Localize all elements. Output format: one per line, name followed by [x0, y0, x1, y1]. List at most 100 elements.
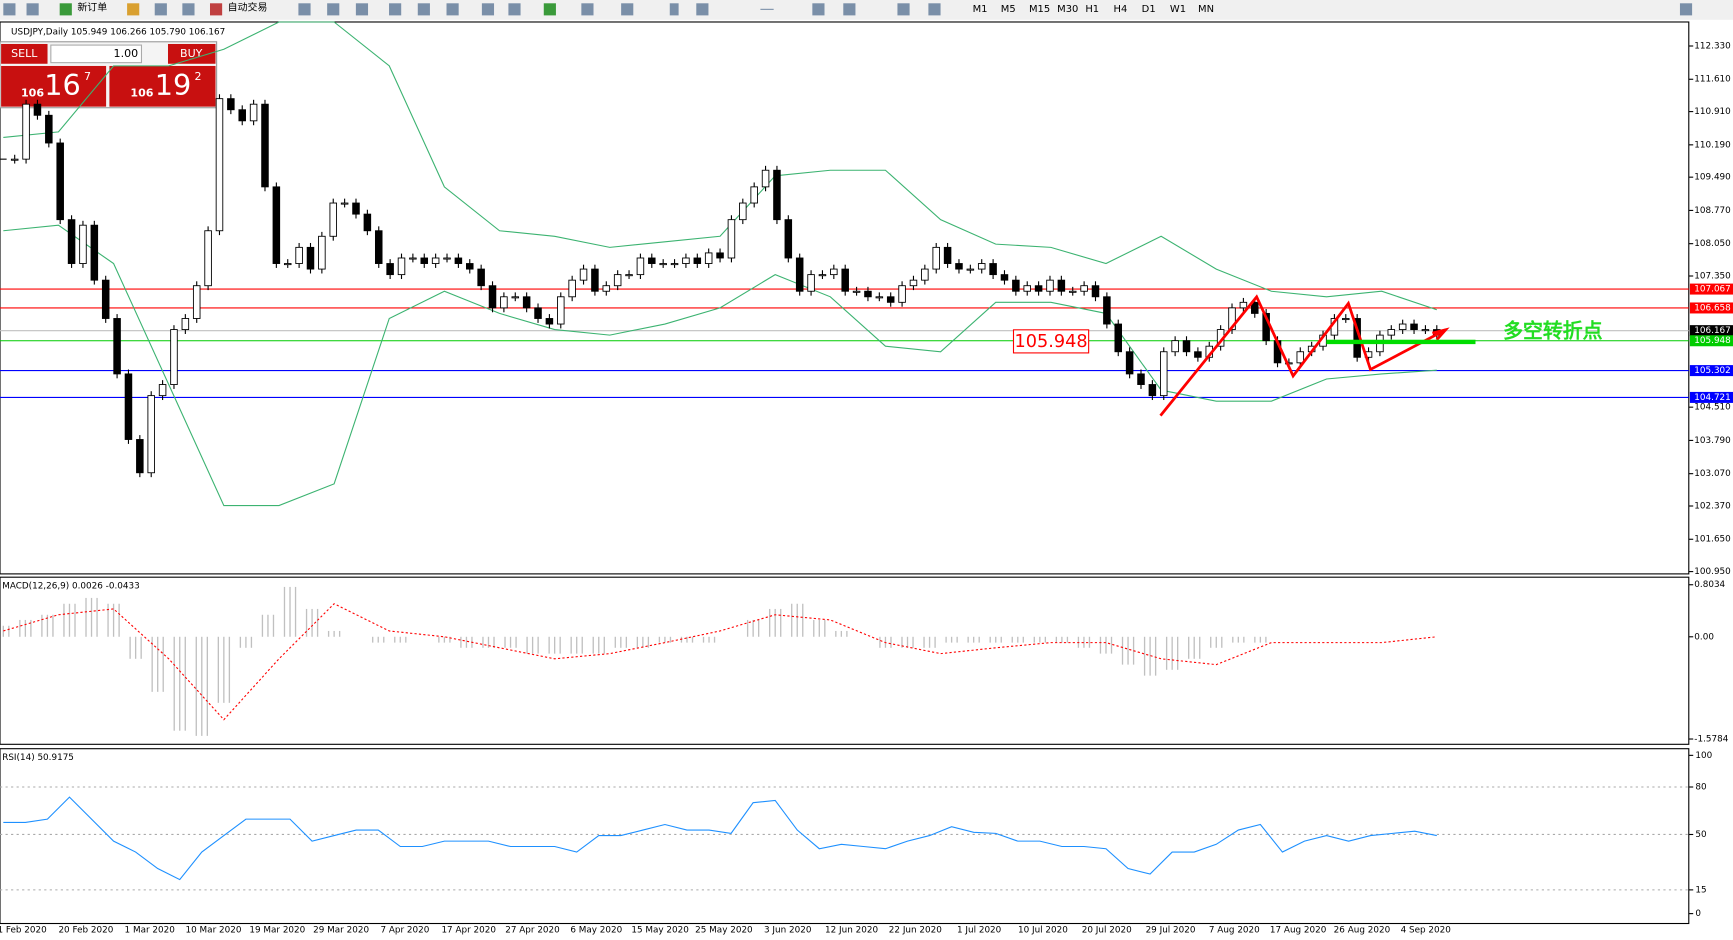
candle: [1034, 285, 1043, 292]
buy-price[interactable]: [109, 65, 216, 107]
y-tick-label: 0: [1695, 909, 1701, 919]
level-label-bg: [1689, 325, 1733, 337]
candle: [22, 103, 30, 160]
candle: [124, 373, 133, 440]
x-tick-label: 1 Mar 2020: [125, 926, 176, 936]
candle: [295, 246, 303, 264]
timeframe-button[interactable]: H4: [1114, 4, 1128, 15]
candle: [10, 158, 19, 161]
x-tick-label: 19 Mar 2020: [249, 926, 305, 936]
candle: [1103, 296, 1111, 325]
buy-pips: 19: [155, 68, 192, 102]
level-label: 106.658: [1694, 303, 1730, 313]
candle: [955, 263, 963, 270]
level-label: 105.948: [1694, 336, 1730, 346]
macd-pane: [0, 576, 1690, 745]
y-tick-label: 104.510: [1694, 403, 1731, 413]
candle: [1091, 285, 1100, 298]
y-tick-label: 100.950: [1694, 567, 1731, 577]
timeframe-button[interactable]: D1: [1142, 4, 1156, 15]
candle: [477, 268, 485, 287]
candle: [591, 268, 599, 292]
timeframe-button[interactable]: M15: [1029, 4, 1050, 15]
candle: [716, 252, 724, 259]
timeframe-button[interactable]: H1: [1085, 4, 1099, 15]
buy-text: BUY: [180, 47, 203, 60]
x-tick-label: 1 Feb 2020: [0, 926, 47, 936]
candle: [1000, 274, 1009, 281]
timeframe-button[interactable]: M5: [1001, 4, 1016, 15]
y-tick-label: 108.770: [1694, 206, 1731, 216]
candle: [158, 384, 167, 397]
candle: [613, 274, 622, 287]
candle: [818, 274, 827, 277]
candle: [682, 257, 690, 264]
level-label-bg: [1689, 365, 1733, 377]
candle: [238, 109, 246, 122]
rsi-label: RSI(14) 50.9175: [2, 753, 74, 763]
candle: [1239, 301, 1248, 309]
candle: [852, 290, 861, 293]
x-tick-label: 3 Jun 2020: [764, 926, 812, 936]
candle: [795, 257, 804, 292]
candle: [704, 252, 713, 264]
candle: [1387, 329, 1396, 336]
candle: [545, 318, 554, 325]
level-label-bg: [1689, 302, 1733, 314]
candle: [318, 235, 326, 270]
candle: [147, 395, 155, 474]
candle: [192, 285, 201, 319]
auto-trading[interactable]: 自动交易: [228, 1, 268, 14]
candle: [443, 257, 451, 260]
candle: [329, 202, 338, 237]
y-tick-label: 109.490: [1694, 173, 1731, 183]
new-order[interactable]: 新订单: [77, 1, 107, 14]
candle: [1421, 329, 1430, 332]
candle: [636, 257, 645, 276]
x-tick-label: 27 Apr 2020: [505, 926, 560, 936]
y-tick-label: 103.070: [1694, 469, 1731, 479]
candle: [1410, 323, 1418, 331]
candle: [841, 268, 849, 292]
candle: [420, 257, 429, 264]
candle: [659, 263, 667, 266]
chart-header: USDJPY,Daily 105.949 106.266 105.790 106…: [11, 27, 225, 37]
candle: [579, 268, 588, 281]
y-tick-label: 0.00: [1694, 632, 1714, 642]
candle: [306, 246, 315, 270]
x-tick-label: 20 Feb 2020: [58, 926, 113, 936]
timeframe-button[interactable]: M1: [973, 4, 988, 15]
timeframe-button[interactable]: M30: [1057, 4, 1078, 15]
level-label: 104.721: [1694, 393, 1730, 403]
candle: [79, 224, 87, 264]
candle: [454, 257, 463, 264]
candle: [977, 263, 986, 270]
buy-big: 106: [130, 86, 153, 99]
buy-frac: 2: [195, 70, 202, 83]
candle: [181, 318, 190, 331]
candle: [67, 219, 76, 264]
x-tick-label: 7 Aug 2020: [1209, 926, 1260, 936]
timeframe-button[interactable]: W1: [1170, 4, 1186, 15]
sell-button[interactable]: [1, 43, 48, 64]
sell-price[interactable]: [1, 65, 107, 107]
candle: [1023, 285, 1031, 292]
buy-button[interactable]: [167, 43, 216, 64]
candle: [33, 103, 42, 116]
candle: [773, 169, 781, 221]
annotation-price: 105.948: [1015, 332, 1088, 352]
candle: [1194, 351, 1202, 358]
candle: [1068, 290, 1077, 293]
x-tick-label: 29 Jul 2020: [1146, 926, 1196, 936]
timeframe-button[interactable]: MN: [1198, 4, 1214, 15]
candle: [1114, 323, 1123, 353]
candle: [227, 98, 235, 111]
y-tick-label: 110.910: [1694, 107, 1731, 117]
y-tick-label: 0.8034: [1694, 580, 1725, 590]
candle: [466, 263, 474, 270]
lots-input[interactable]: [50, 44, 143, 64]
candle: [45, 114, 53, 144]
y-tick-label: 102.370: [1694, 502, 1731, 512]
x-tick-label: 15 May 2020: [631, 926, 689, 936]
candle: [1080, 285, 1088, 292]
